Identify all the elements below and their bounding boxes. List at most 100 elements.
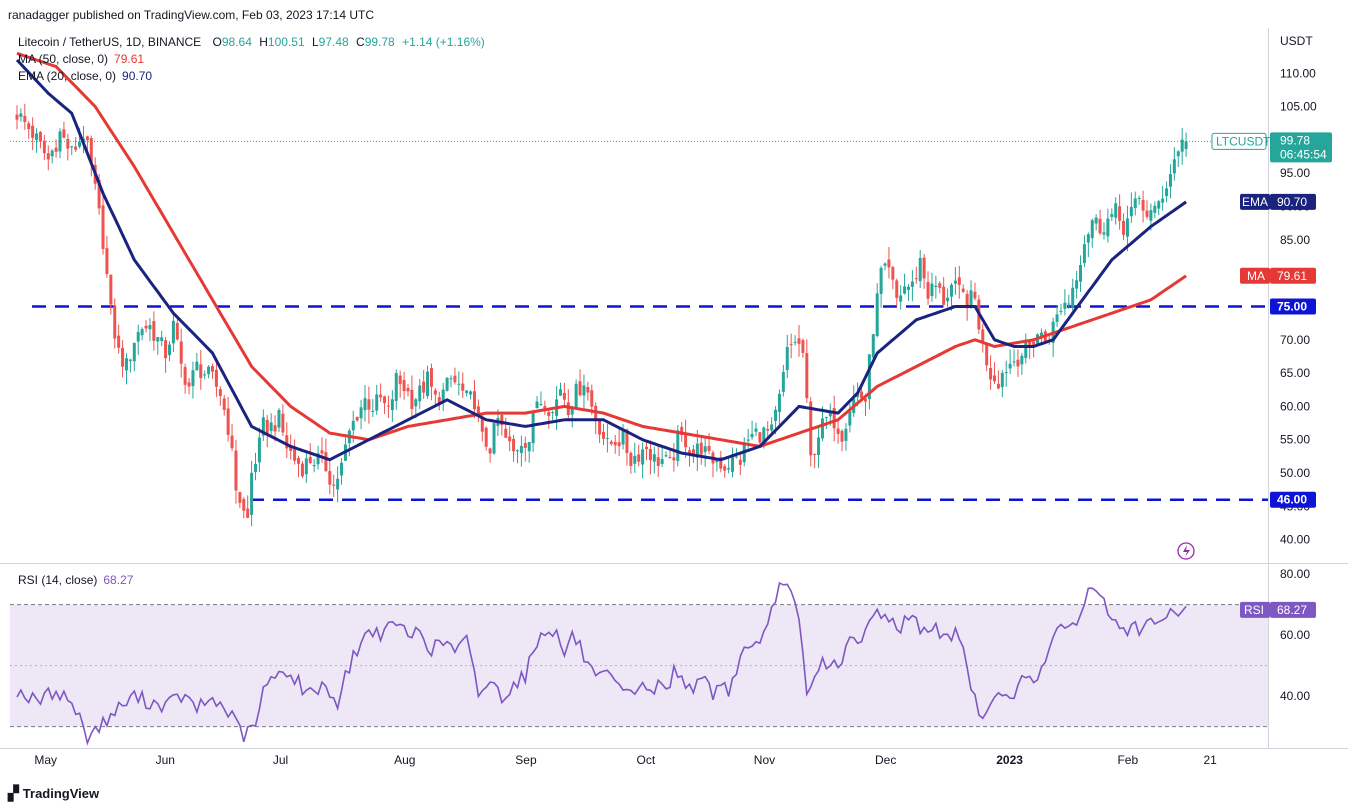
candle-body [246, 508, 250, 518]
candle-body [609, 441, 613, 444]
candle-body [144, 325, 148, 329]
ema-legend-label: EMA (20, close, 0) [18, 69, 117, 83]
rsi-axis-tick: 80.00 [1280, 567, 1310, 581]
candle-body [723, 466, 727, 471]
price-tag-value-EMA: 90.70 [1277, 195, 1307, 209]
time-axis-tick: Oct [637, 753, 656, 767]
candle-body [394, 373, 398, 401]
candle-body [676, 430, 680, 461]
candle-body [801, 340, 805, 353]
candle-body [97, 179, 101, 209]
candle-body [70, 146, 74, 148]
candle-body [222, 398, 226, 410]
price-axis-tick: 95.00 [1280, 166, 1310, 180]
candle-body [562, 392, 566, 400]
candle-body [672, 457, 676, 461]
candle-body [324, 451, 328, 472]
candle-body [484, 427, 488, 447]
candle-body [500, 414, 504, 426]
candle-body [121, 347, 125, 367]
candle-body [426, 371, 430, 397]
candle-body [371, 410, 375, 412]
candle-body [1165, 188, 1169, 197]
price-tag-value-bg [1270, 193, 1316, 210]
candle-body [574, 383, 578, 409]
candle-body [293, 448, 297, 461]
candle-body [930, 283, 934, 296]
candle-body [973, 291, 977, 299]
candle-body [512, 438, 516, 452]
candle-body [953, 280, 957, 284]
candle-body [926, 281, 930, 299]
ma-legend-label: MA (50, close, 0) [18, 52, 109, 66]
candle-body [1102, 232, 1106, 235]
candle-body [508, 436, 512, 442]
candle-body [289, 447, 293, 452]
candle-body [523, 443, 527, 448]
level-tag-bg [1270, 491, 1316, 508]
candle-body [734, 456, 738, 458]
candle-body [836, 428, 840, 434]
candle-body [758, 432, 762, 443]
candle-body [1067, 303, 1071, 305]
candle-body [242, 499, 246, 511]
candle-body [1141, 199, 1145, 211]
candle-body [680, 426, 684, 436]
rsi-line [16, 581, 1187, 746]
candle-body [164, 340, 168, 359]
candle-body [351, 420, 355, 431]
rsi-legend-label: RSI (14, close) [18, 573, 98, 587]
candle-body [558, 389, 562, 396]
candle-body [906, 286, 910, 290]
candle-body [1110, 214, 1114, 217]
candle-body [1172, 159, 1176, 174]
candle-body [66, 138, 70, 149]
candle-body [1020, 355, 1024, 365]
candle-body [539, 404, 543, 406]
tradingview-logo[interactable]: ▞ TradingView [8, 785, 99, 802]
candle-body [74, 146, 78, 150]
candle-body [148, 325, 152, 330]
candle-body [441, 389, 445, 404]
candle-body [281, 413, 285, 433]
candle-body [1008, 363, 1012, 369]
time-axis-tick: 2023 [996, 753, 1023, 767]
candle-body [1157, 201, 1161, 209]
rsi-tag-label: RSI [1244, 603, 1264, 617]
candle-body [1039, 332, 1043, 338]
ema-legend-value: 90.70 [122, 69, 153, 83]
candle-body [887, 259, 891, 268]
candle-body [203, 374, 207, 376]
candle-body [437, 397, 441, 406]
candle-body [101, 205, 105, 249]
candle-body [62, 129, 66, 138]
price-tag-value-MA: 79.61 [1277, 269, 1307, 283]
ohlc-change: +1.14 (+1.16%) [402, 35, 485, 49]
candle-body [167, 344, 171, 356]
candle-body [668, 457, 672, 459]
candle-body [985, 344, 989, 366]
candle-body [625, 429, 629, 454]
time-axis-tick: Feb [1117, 753, 1138, 767]
candle-body [774, 409, 778, 421]
time-axis-tick: Nov [754, 753, 775, 767]
candle-body [981, 329, 985, 342]
candle-body [731, 454, 735, 472]
candle-body [42, 140, 46, 154]
candle-body [269, 422, 273, 431]
price-axis-tick: 85.00 [1280, 233, 1310, 247]
candle-body [152, 321, 156, 341]
candle-body [277, 410, 281, 428]
candle-body [867, 354, 871, 400]
candle-body [605, 437, 609, 439]
candle-body [390, 399, 394, 411]
candle-body [707, 445, 711, 452]
candle-body [214, 369, 218, 387]
candle-body [320, 450, 324, 454]
candle-body [128, 359, 132, 361]
candle-body [785, 347, 789, 371]
candle-body [1176, 151, 1180, 157]
price-tag-label-bg [1211, 132, 1267, 150]
candle-body [965, 293, 969, 309]
